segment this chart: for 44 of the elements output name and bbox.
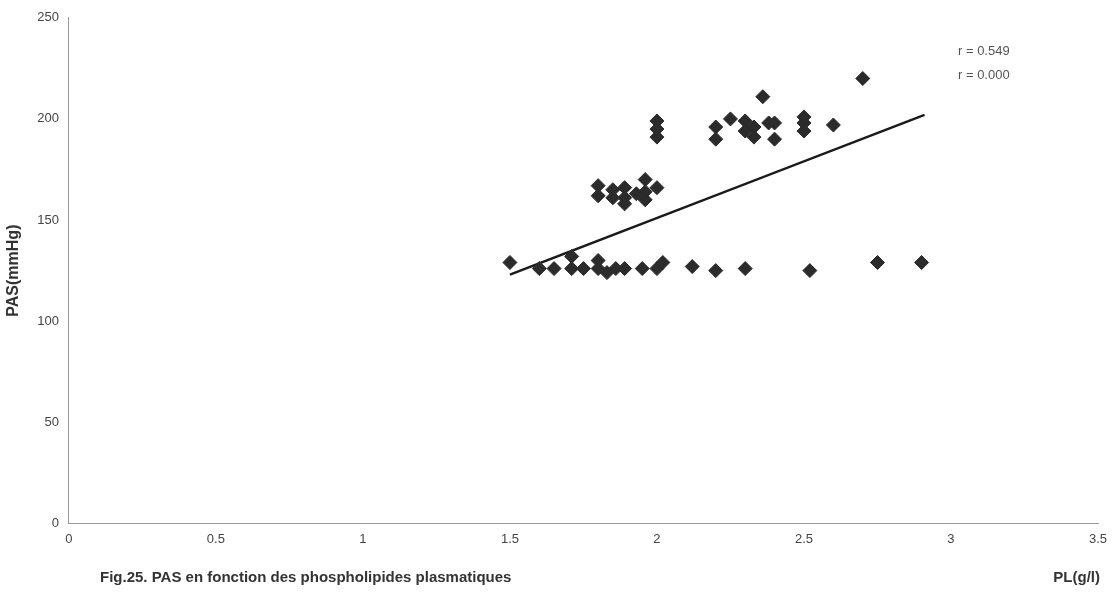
point <box>531 261 547 277</box>
x-tick-label: 2.5 <box>794 530 814 546</box>
point <box>637 172 653 188</box>
point <box>564 248 580 264</box>
point <box>708 263 724 279</box>
x-tick-label: 3.5 <box>1088 530 1108 546</box>
point <box>869 255 885 271</box>
point <box>590 188 606 204</box>
point <box>855 70 871 86</box>
point <box>634 261 650 277</box>
annotation: r = 0.549 <box>958 43 1010 59</box>
point <box>575 261 591 277</box>
text: Fig.25. PAS en fonction des phospholipides plasmatiques <box>100 568 512 585</box>
x-tick-label: 1.5 <box>500 530 519 546</box>
x-axis-title: PL(g/l) <box>1053 568 1100 585</box>
point <box>708 119 724 135</box>
point <box>708 131 724 147</box>
x-tick-label: 2 <box>653 530 661 546</box>
point <box>825 117 841 133</box>
y-tick-label: 50 <box>44 413 59 429</box>
point <box>755 89 771 105</box>
y-tick-label: 150 <box>37 211 59 227</box>
x-tick-label: 0.5 <box>206 530 225 546</box>
x-tick-label: 3 <box>947 530 955 546</box>
point <box>914 255 930 271</box>
x-tick-label: 0 <box>65 530 73 546</box>
point <box>546 261 562 277</box>
y-tick-label: 200 <box>37 110 59 126</box>
point <box>564 261 580 277</box>
point <box>722 111 738 127</box>
point <box>802 263 818 279</box>
y-tick-label: 0 <box>51 514 59 530</box>
y-tick-label: 250 <box>37 9 59 25</box>
y-tick-label: 100 <box>37 312 59 328</box>
point <box>767 131 783 147</box>
point <box>737 261 753 277</box>
x-tick-label: 1 <box>359 530 367 546</box>
point <box>599 265 615 281</box>
point <box>655 255 671 271</box>
point <box>684 259 700 275</box>
y-axis-title: PAS(mmHg) <box>4 224 22 317</box>
annotation: r = 0.000 <box>958 67 1010 83</box>
point <box>502 255 518 271</box>
point <box>649 180 665 196</box>
